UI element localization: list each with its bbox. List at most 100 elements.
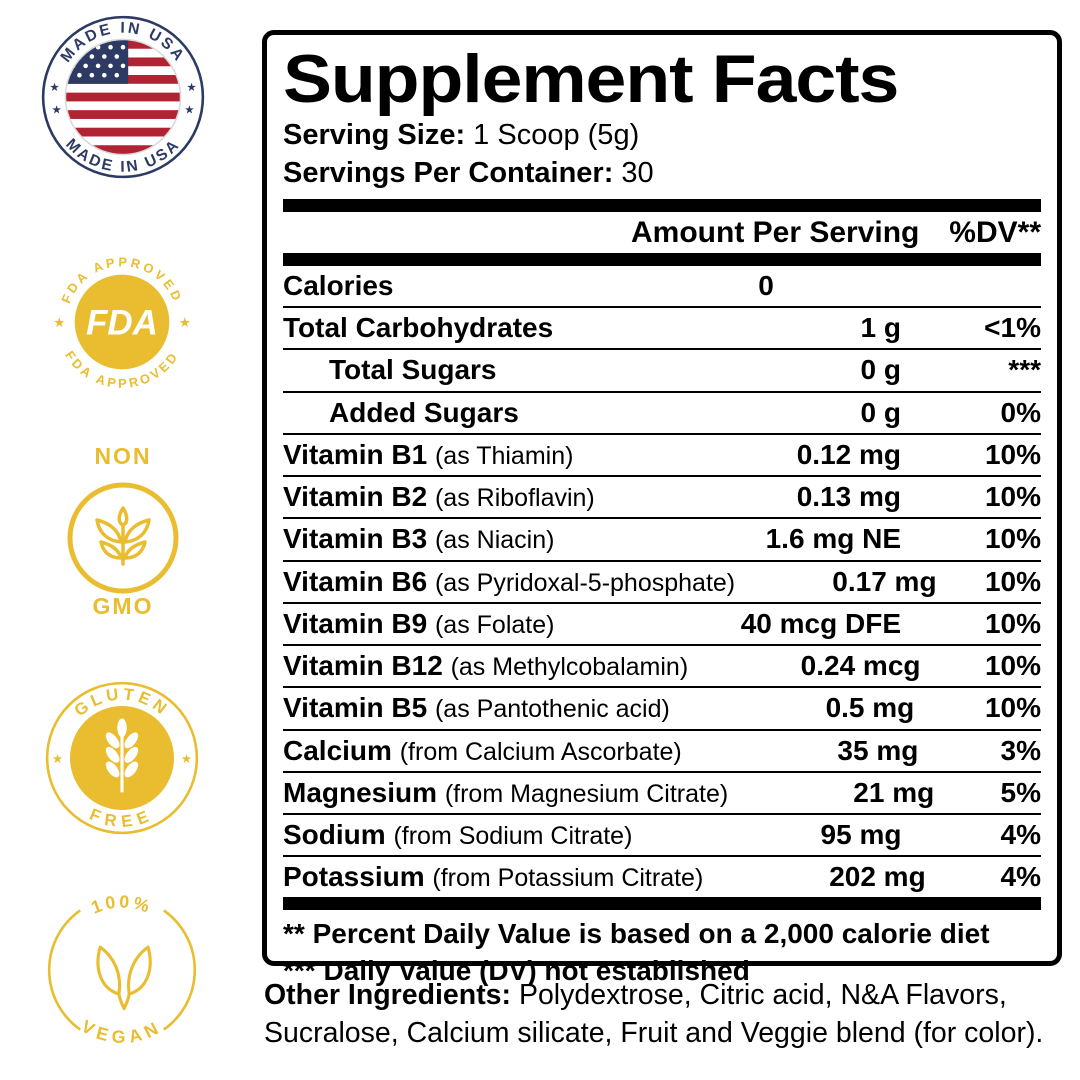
panel-title: Supplement Facts xyxy=(283,41,899,117)
nutrient-dv: 10% xyxy=(984,565,1041,597)
table-row: Total Carbohydrates 1 g <1% xyxy=(283,306,1041,348)
nutrient-qualifier: (as Thiamin) xyxy=(434,441,574,470)
fda-approved-badge: FDA APPROVED FDA APPROVED ★ ★ FDA xyxy=(50,250,194,394)
star-icon: ★ xyxy=(179,315,191,330)
footnote-dv: ** Percent Daily Value is based on a 2,0… xyxy=(283,918,990,950)
footnote-not-established: *** Daily Value (DV) not established xyxy=(283,954,750,986)
star-icon: ★ xyxy=(181,752,192,766)
nutrient-name: Vitamin B9 xyxy=(283,607,428,639)
nutrient-dv: 5% xyxy=(1000,776,1041,808)
nutrient-dv: 0% xyxy=(1000,396,1041,428)
fda-center-text: FDA xyxy=(86,303,158,342)
servings-per-container: Servings Per Container: 30 xyxy=(283,157,1041,189)
nutrient-name: Added Sugars xyxy=(329,396,519,428)
nutrient-name: Vitamin B3 xyxy=(283,523,428,555)
table-row: Total Sugars 0 g *** xyxy=(283,348,1041,390)
table-row: Vitamin B12 (as Methylcobalamin) 0.24 mc… xyxy=(283,644,1041,686)
nutrient-name: Total Sugars xyxy=(329,354,497,386)
table-row: Vitamin B3 (as Niacin) 1.6 mg NE 10% xyxy=(283,517,1041,559)
non-gmo-bottom-text: GMO xyxy=(93,593,154,618)
svg-text:100%: 100% xyxy=(88,892,155,918)
nutrient-qualifier: (as Pantothenic acid) xyxy=(434,695,670,724)
divider-thick-bar xyxy=(283,198,1041,212)
servings-label: Servings Per Container: xyxy=(283,157,614,190)
nutrient-dv: 4% xyxy=(1000,861,1041,893)
divider-thick-bar xyxy=(283,897,1041,911)
nutrient-amount: 0 g xyxy=(860,354,901,386)
nutrient-qualifier: (as Folate) xyxy=(434,610,555,639)
nutrient-qualifier: (from Sodium Citrate) xyxy=(393,821,633,850)
nutrient-name: Sodium xyxy=(283,818,386,850)
fda-approved-seal: FDA APPROVED FDA APPROVED ★ ★ FDA xyxy=(53,254,191,391)
leaves-icon xyxy=(96,945,152,1011)
nutrient-dv: 10% xyxy=(984,438,1041,470)
svg-text:VEGAN: VEGAN xyxy=(78,1016,166,1047)
nutrient-amount: 0.13 mg xyxy=(796,481,901,513)
servings-value: 30 xyxy=(613,157,654,190)
nutrient-dv: 10% xyxy=(984,481,1041,513)
nutrient-name: Vitamin B12 xyxy=(283,650,443,682)
nutrient-dv: 4% xyxy=(1000,818,1041,850)
gluten-free-seal: GLUTEN FREE ★ ★ xyxy=(45,681,199,835)
nutrient-dv: *** xyxy=(1008,354,1041,386)
nutrient-dv: 3% xyxy=(1000,734,1041,766)
us-flag-icon xyxy=(65,39,181,155)
amount-per-serving-header: Amount Per Serving xyxy=(631,215,920,249)
serving-size-value: 1 Scoop (5g) xyxy=(465,119,640,151)
table-row: Vitamin B9 (as Folate) 40 mcg DFE 10% xyxy=(283,601,1041,644)
supplement-facts-panel: Supplement Facts Serving Size: 1 Scoop (… xyxy=(262,30,1062,986)
non-gmo-badge: NON GMO xyxy=(46,446,200,618)
table-row: Calcium (from Calcium Ascorbate) 35 mg 3… xyxy=(283,728,1041,771)
star-icon: ★ xyxy=(186,82,196,94)
nutrient-dv: 10% xyxy=(984,523,1041,555)
other-ingredients-label: Other Ingredients: xyxy=(264,979,512,1011)
vegan-seal: 100% VEGAN xyxy=(47,892,197,1047)
table-row: Potassium (from Potassium Citrate) 202 m… xyxy=(283,855,1041,897)
nutrient-amount: 0 xyxy=(758,269,774,301)
nutrient-amount: 0.5 mg xyxy=(825,692,915,724)
star-icon: ★ xyxy=(49,82,59,94)
nutrient-qualifier: (from Potassium Citrate) xyxy=(432,864,704,893)
nutrient-qualifier: (as Pyridoxal-5-phosphate) xyxy=(434,568,736,597)
nutrient-dv: <1% xyxy=(984,312,1041,344)
table-row-calories: Calories 0 xyxy=(283,266,1041,306)
table-row: Magnesium (from Magnesium Citrate) 21 mg… xyxy=(283,770,1041,813)
nutrient-amount: 1 g xyxy=(860,312,901,344)
nutrient-qualifier: (as Riboflavin) xyxy=(434,484,595,513)
table-row: Added Sugars 0 g 0% xyxy=(283,390,1041,433)
nutrient-name: Magnesium xyxy=(283,776,438,808)
star-icon: ★ xyxy=(53,315,65,330)
column-header-row: Amount Per Serving %DV** xyxy=(283,212,1041,253)
nutrient-amount: 21 mg xyxy=(853,776,935,808)
nutrient-name: Vitamin B1 xyxy=(283,438,428,470)
nutrient-table: Calories 0 Total Carbohydrates 1 g <1% T… xyxy=(283,266,1041,898)
wheat-icon xyxy=(105,718,139,793)
nutrient-amount: 1.6 mg NE xyxy=(765,523,901,555)
nutrient-name: Calories xyxy=(283,269,394,301)
dv-header: %DV** xyxy=(949,215,1041,249)
table-row: Vitamin B5 (as Pantothenic acid) 0.5 mg … xyxy=(283,686,1041,728)
nutrient-amount: 35 mg xyxy=(837,734,919,766)
nutrient-dv: 10% xyxy=(984,607,1041,639)
sprout-icon xyxy=(95,506,151,566)
nutrient-amount: 40 mcg DFE xyxy=(740,607,901,639)
nutrient-qualifier: (as Niacin) xyxy=(434,526,555,555)
nutrient-dv: 10% xyxy=(984,692,1041,724)
table-row: Vitamin B6 (as Pyridoxal-5-phosphate) 0.… xyxy=(283,559,1041,602)
table-row: Vitamin B2 (as Riboflavin) 0.13 mg 10% xyxy=(283,475,1041,517)
nutrient-amount: 0.24 mcg xyxy=(800,650,921,682)
nutrient-amount: 95 mg xyxy=(820,818,902,850)
nutrient-name: Vitamin B5 xyxy=(283,692,428,724)
nutrient-qualifier: (from Calcium Ascorbate) xyxy=(399,737,682,766)
nutrient-qualifier: (as Methylcobalamin) xyxy=(450,653,689,682)
nutrient-amount: 0.12 mg xyxy=(796,438,901,470)
non-gmo-seal: NON GMO xyxy=(67,446,179,618)
other-ingredients: Other Ingredients: Polydextrose, Citric … xyxy=(264,977,1072,1052)
nutrient-amount: 0.17 mg xyxy=(832,565,937,597)
table-row: Sodium (from Sodium Citrate) 95 mg 4% xyxy=(283,812,1041,855)
nutrient-amount: 0 g xyxy=(860,396,901,428)
star-icon: ★ xyxy=(51,105,61,117)
nutrient-dv: 10% xyxy=(984,650,1041,682)
vegan-arc-bottom-text: VEGAN xyxy=(78,1016,161,1047)
serving-size-label: Serving Size: xyxy=(283,119,466,151)
